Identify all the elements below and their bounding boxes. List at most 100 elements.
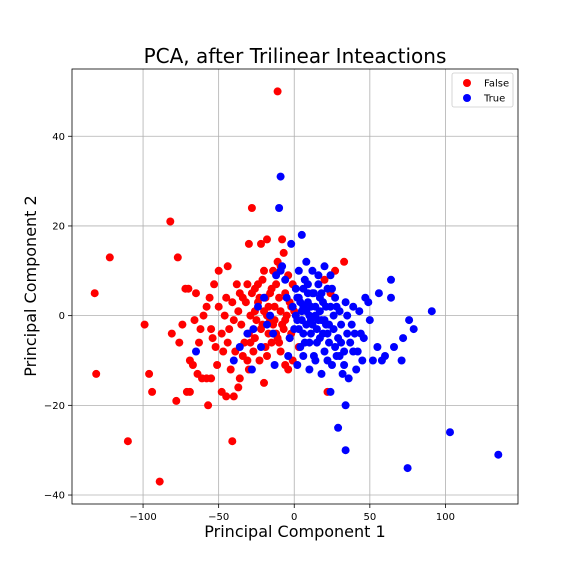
data-point-true — [306, 302, 315, 311]
data-point-true — [249, 325, 258, 334]
data-point-false — [223, 262, 232, 271]
legend-marker-false — [463, 79, 471, 87]
data-point-false — [273, 87, 282, 96]
y-tick-label: 0 — [59, 311, 65, 322]
data-point-false — [226, 365, 235, 374]
data-point-true — [332, 302, 341, 311]
data-point-false — [255, 356, 264, 365]
data-point-true — [350, 329, 359, 338]
data-point-true — [303, 289, 312, 298]
data-point-false — [175, 338, 184, 347]
legend: False True — [451, 72, 514, 108]
data-point-true — [302, 257, 311, 266]
data-point-false — [340, 257, 349, 266]
data-point-true — [285, 334, 294, 343]
data-point-false — [208, 334, 217, 343]
data-point-false — [155, 477, 164, 486]
data-point-true — [320, 347, 329, 356]
series-false — [90, 87, 349, 486]
data-point-true — [308, 320, 317, 329]
data-point-true — [192, 347, 200, 356]
data-point-true — [275, 204, 284, 212]
data-point-false — [145, 369, 154, 378]
data-point-true — [266, 311, 275, 320]
data-point-true — [284, 352, 293, 360]
data-point-false — [202, 302, 211, 311]
data-point-false — [148, 387, 157, 396]
chart-title: PCA, after Trilinear Inteactions — [144, 44, 447, 68]
data-point-false — [229, 392, 238, 401]
data-point-true — [263, 320, 271, 329]
data-point-true — [299, 352, 308, 360]
x-axis-label: Principal Component 1 — [204, 522, 385, 541]
data-point-true — [373, 343, 382, 351]
data-point-false — [252, 316, 261, 325]
data-point-true — [341, 401, 350, 410]
x-tick-label: −50 — [208, 512, 229, 523]
data-point-true — [337, 338, 346, 347]
data-point-false — [276, 347, 285, 356]
data-point-true — [353, 347, 362, 356]
data-point-true — [331, 343, 340, 351]
data-point-false — [279, 325, 288, 334]
data-point-false — [281, 316, 290, 325]
y-tick-label: −40 — [44, 491, 65, 502]
data-point-true — [243, 329, 252, 338]
data-point-true — [291, 284, 300, 293]
data-point-true — [326, 387, 335, 396]
data-point-false — [219, 347, 228, 356]
data-point-true — [341, 298, 350, 307]
data-point-true — [326, 271, 335, 280]
data-point-false — [90, 289, 99, 298]
data-point-true — [335, 352, 344, 360]
data-point-false — [264, 302, 273, 311]
data-point-true — [358, 356, 367, 365]
data-point-true — [446, 428, 454, 437]
data-point-true — [306, 329, 315, 338]
data-point-false — [140, 320, 149, 329]
x-axis-ticks: −100 −50 0 50 100 — [129, 504, 455, 523]
data-point-false — [275, 293, 284, 302]
data-point-true — [305, 365, 314, 374]
data-point-true — [305, 311, 314, 320]
data-point-true — [334, 423, 343, 432]
legend-label-true: True — [483, 94, 505, 105]
data-point-true — [325, 320, 333, 329]
data-point-false — [228, 298, 237, 307]
legend-label-false: False — [484, 79, 509, 90]
data-point-true — [405, 316, 414, 325]
data-point-false — [166, 217, 175, 226]
data-point-true — [403, 464, 412, 473]
data-point-false — [228, 437, 237, 446]
data-point-true — [260, 293, 268, 302]
data-point-true — [494, 450, 503, 459]
data-point-true — [293, 361, 302, 369]
data-point-false — [205, 293, 214, 302]
data-point-true — [312, 338, 321, 347]
data-point-true — [328, 284, 336, 293]
data-point-false — [214, 302, 223, 311]
x-tick-label: 100 — [436, 512, 455, 523]
data-point-true — [281, 275, 290, 284]
data-point-true — [235, 343, 244, 351]
x-tick-label: −100 — [129, 512, 156, 523]
data-point-false — [190, 316, 199, 325]
y-tick-label: 40 — [52, 132, 65, 143]
data-point-true — [270, 361, 279, 369]
data-point-false — [270, 302, 279, 311]
data-point-false — [266, 289, 275, 298]
data-point-false — [214, 266, 223, 275]
y-tick-label: 20 — [52, 221, 65, 232]
y-tick-label: −20 — [44, 401, 65, 412]
data-point-true — [347, 320, 356, 329]
legend-item-true: True — [463, 94, 505, 105]
legend-marker-true — [463, 94, 471, 102]
data-point-true — [254, 302, 262, 311]
data-point-true — [368, 356, 377, 365]
data-point-false — [260, 266, 268, 275]
data-point-false — [178, 320, 187, 329]
data-point-true — [322, 302, 330, 311]
data-point-true — [365, 316, 374, 325]
plot-area-frame — [71, 68, 519, 505]
data-point-false — [222, 293, 231, 302]
